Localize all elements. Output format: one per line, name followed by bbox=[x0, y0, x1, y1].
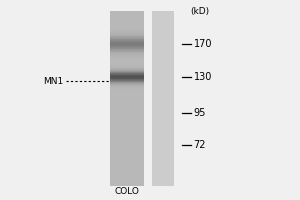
Text: 95: 95 bbox=[194, 108, 206, 118]
Text: 170: 170 bbox=[194, 39, 212, 49]
Bar bbox=[110, 54, 144, 55]
Bar bbox=[110, 86, 144, 87]
Text: 130: 130 bbox=[194, 72, 212, 82]
Bar bbox=[110, 50, 144, 51]
Bar bbox=[110, 69, 144, 70]
Bar bbox=[110, 76, 144, 77]
Bar bbox=[110, 77, 144, 78]
Bar bbox=[110, 81, 144, 82]
Bar bbox=[110, 51, 144, 52]
Bar bbox=[110, 44, 144, 45]
Bar bbox=[110, 38, 144, 39]
Bar bbox=[110, 32, 144, 33]
Bar bbox=[110, 73, 144, 74]
Bar bbox=[110, 83, 144, 84]
Text: 72: 72 bbox=[194, 140, 206, 150]
Bar bbox=[110, 31, 144, 32]
Bar bbox=[110, 43, 144, 44]
Bar bbox=[110, 53, 144, 54]
Bar bbox=[110, 45, 144, 46]
Bar bbox=[110, 29, 144, 30]
Bar bbox=[110, 88, 144, 89]
Bar bbox=[110, 37, 144, 38]
Bar bbox=[110, 35, 144, 36]
Bar bbox=[110, 80, 144, 81]
Bar bbox=[110, 30, 144, 31]
Bar bbox=[110, 70, 144, 71]
Bar bbox=[110, 72, 144, 73]
Bar bbox=[110, 84, 144, 85]
Bar bbox=[110, 87, 144, 88]
Bar bbox=[110, 52, 144, 53]
Bar bbox=[110, 36, 144, 37]
Bar bbox=[110, 33, 144, 34]
Bar bbox=[110, 65, 144, 66]
Bar bbox=[110, 58, 144, 59]
Bar bbox=[110, 68, 144, 69]
Bar bbox=[110, 75, 144, 76]
Text: (kD): (kD) bbox=[190, 7, 210, 16]
Bar bbox=[110, 57, 144, 58]
Bar bbox=[110, 39, 144, 40]
Bar bbox=[110, 55, 144, 56]
Bar bbox=[110, 74, 144, 75]
Bar bbox=[110, 82, 144, 83]
Bar bbox=[110, 42, 144, 43]
Bar bbox=[110, 46, 144, 47]
Bar bbox=[110, 78, 144, 79]
Bar bbox=[110, 40, 144, 41]
Bar bbox=[110, 49, 144, 50]
Bar bbox=[110, 48, 144, 49]
Bar bbox=[110, 85, 144, 86]
Bar bbox=[110, 41, 144, 42]
Bar bbox=[152, 11, 174, 186]
Bar bbox=[110, 47, 144, 48]
Bar bbox=[110, 79, 144, 80]
Text: COLO: COLO bbox=[114, 187, 139, 196]
Bar bbox=[110, 66, 144, 67]
Bar bbox=[110, 11, 144, 186]
Bar bbox=[110, 67, 144, 68]
Text: MN1: MN1 bbox=[43, 76, 63, 86]
Bar bbox=[110, 34, 144, 35]
Bar bbox=[110, 71, 144, 72]
Bar bbox=[110, 56, 144, 57]
